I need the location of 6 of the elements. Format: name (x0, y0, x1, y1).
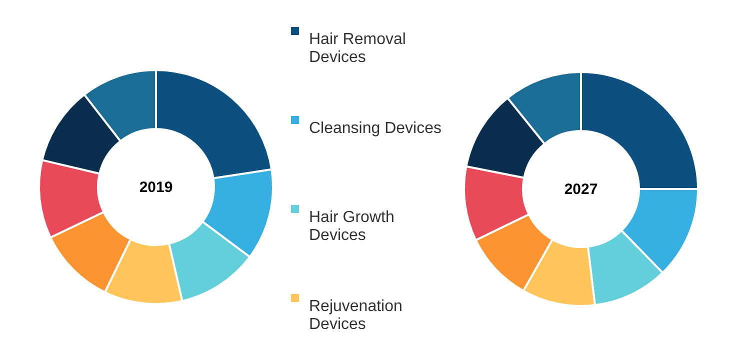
legend-label: Hair Growth Devices (309, 209, 394, 244)
legend-label: Rejuvenation Devices (309, 298, 402, 333)
text: 2027 (564, 181, 598, 198)
legend-label: Cleansing Devices (309, 120, 442, 137)
legend-label: Hair Removal Devices (309, 31, 406, 66)
text: 2019 (139, 179, 173, 196)
